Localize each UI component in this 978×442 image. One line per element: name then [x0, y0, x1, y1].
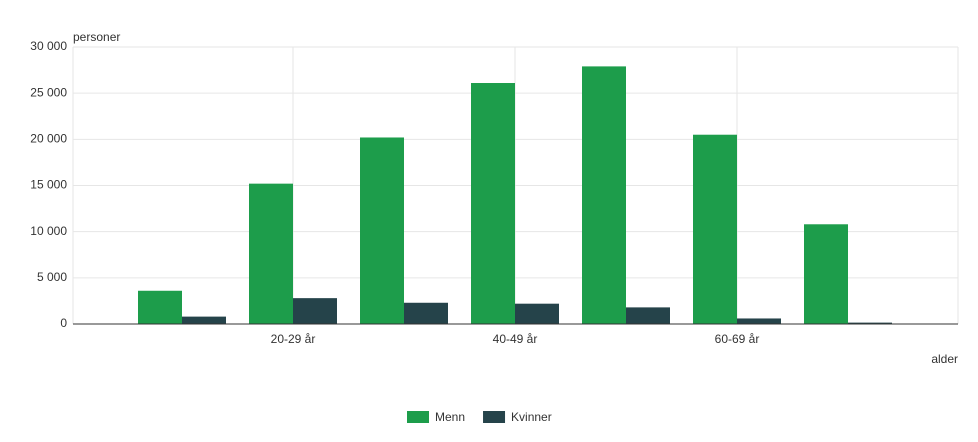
- bar: [360, 137, 404, 324]
- y-tick-label: 15 000: [30, 178, 67, 192]
- y-tick-label: 30 000: [30, 39, 67, 53]
- y-tick-label: 25 000: [30, 85, 67, 99]
- x-tick-label: 40-49 år: [493, 332, 538, 346]
- legend-label: Kvinner: [511, 410, 552, 424]
- bar: [138, 290, 182, 324]
- bar: [293, 298, 337, 324]
- x-axis-label: alder: [931, 352, 958, 366]
- bar: [626, 307, 670, 324]
- bar: [249, 183, 293, 324]
- y-tick-label: 20 000: [30, 132, 67, 146]
- bar: [848, 322, 892, 324]
- legend-label: Menn: [435, 410, 465, 424]
- y-tick-label: 5 000: [37, 270, 67, 284]
- bar: [804, 224, 848, 324]
- bar: [404, 302, 448, 324]
- y-tick-label: 0: [60, 316, 67, 330]
- bar: [182, 316, 226, 324]
- bar: [737, 318, 781, 324]
- bar: [471, 83, 515, 324]
- y-axis-label: personer: [73, 30, 120, 44]
- bar: [515, 303, 559, 324]
- bar: [693, 134, 737, 324]
- x-tick-label: 20-29 år: [271, 332, 316, 346]
- legend-swatch: [483, 411, 506, 423]
- legend-swatch: [407, 411, 429, 423]
- y-tick-label: 10 000: [30, 224, 67, 238]
- x-tick-label: 60-69 år: [715, 332, 760, 346]
- bar: [582, 66, 626, 324]
